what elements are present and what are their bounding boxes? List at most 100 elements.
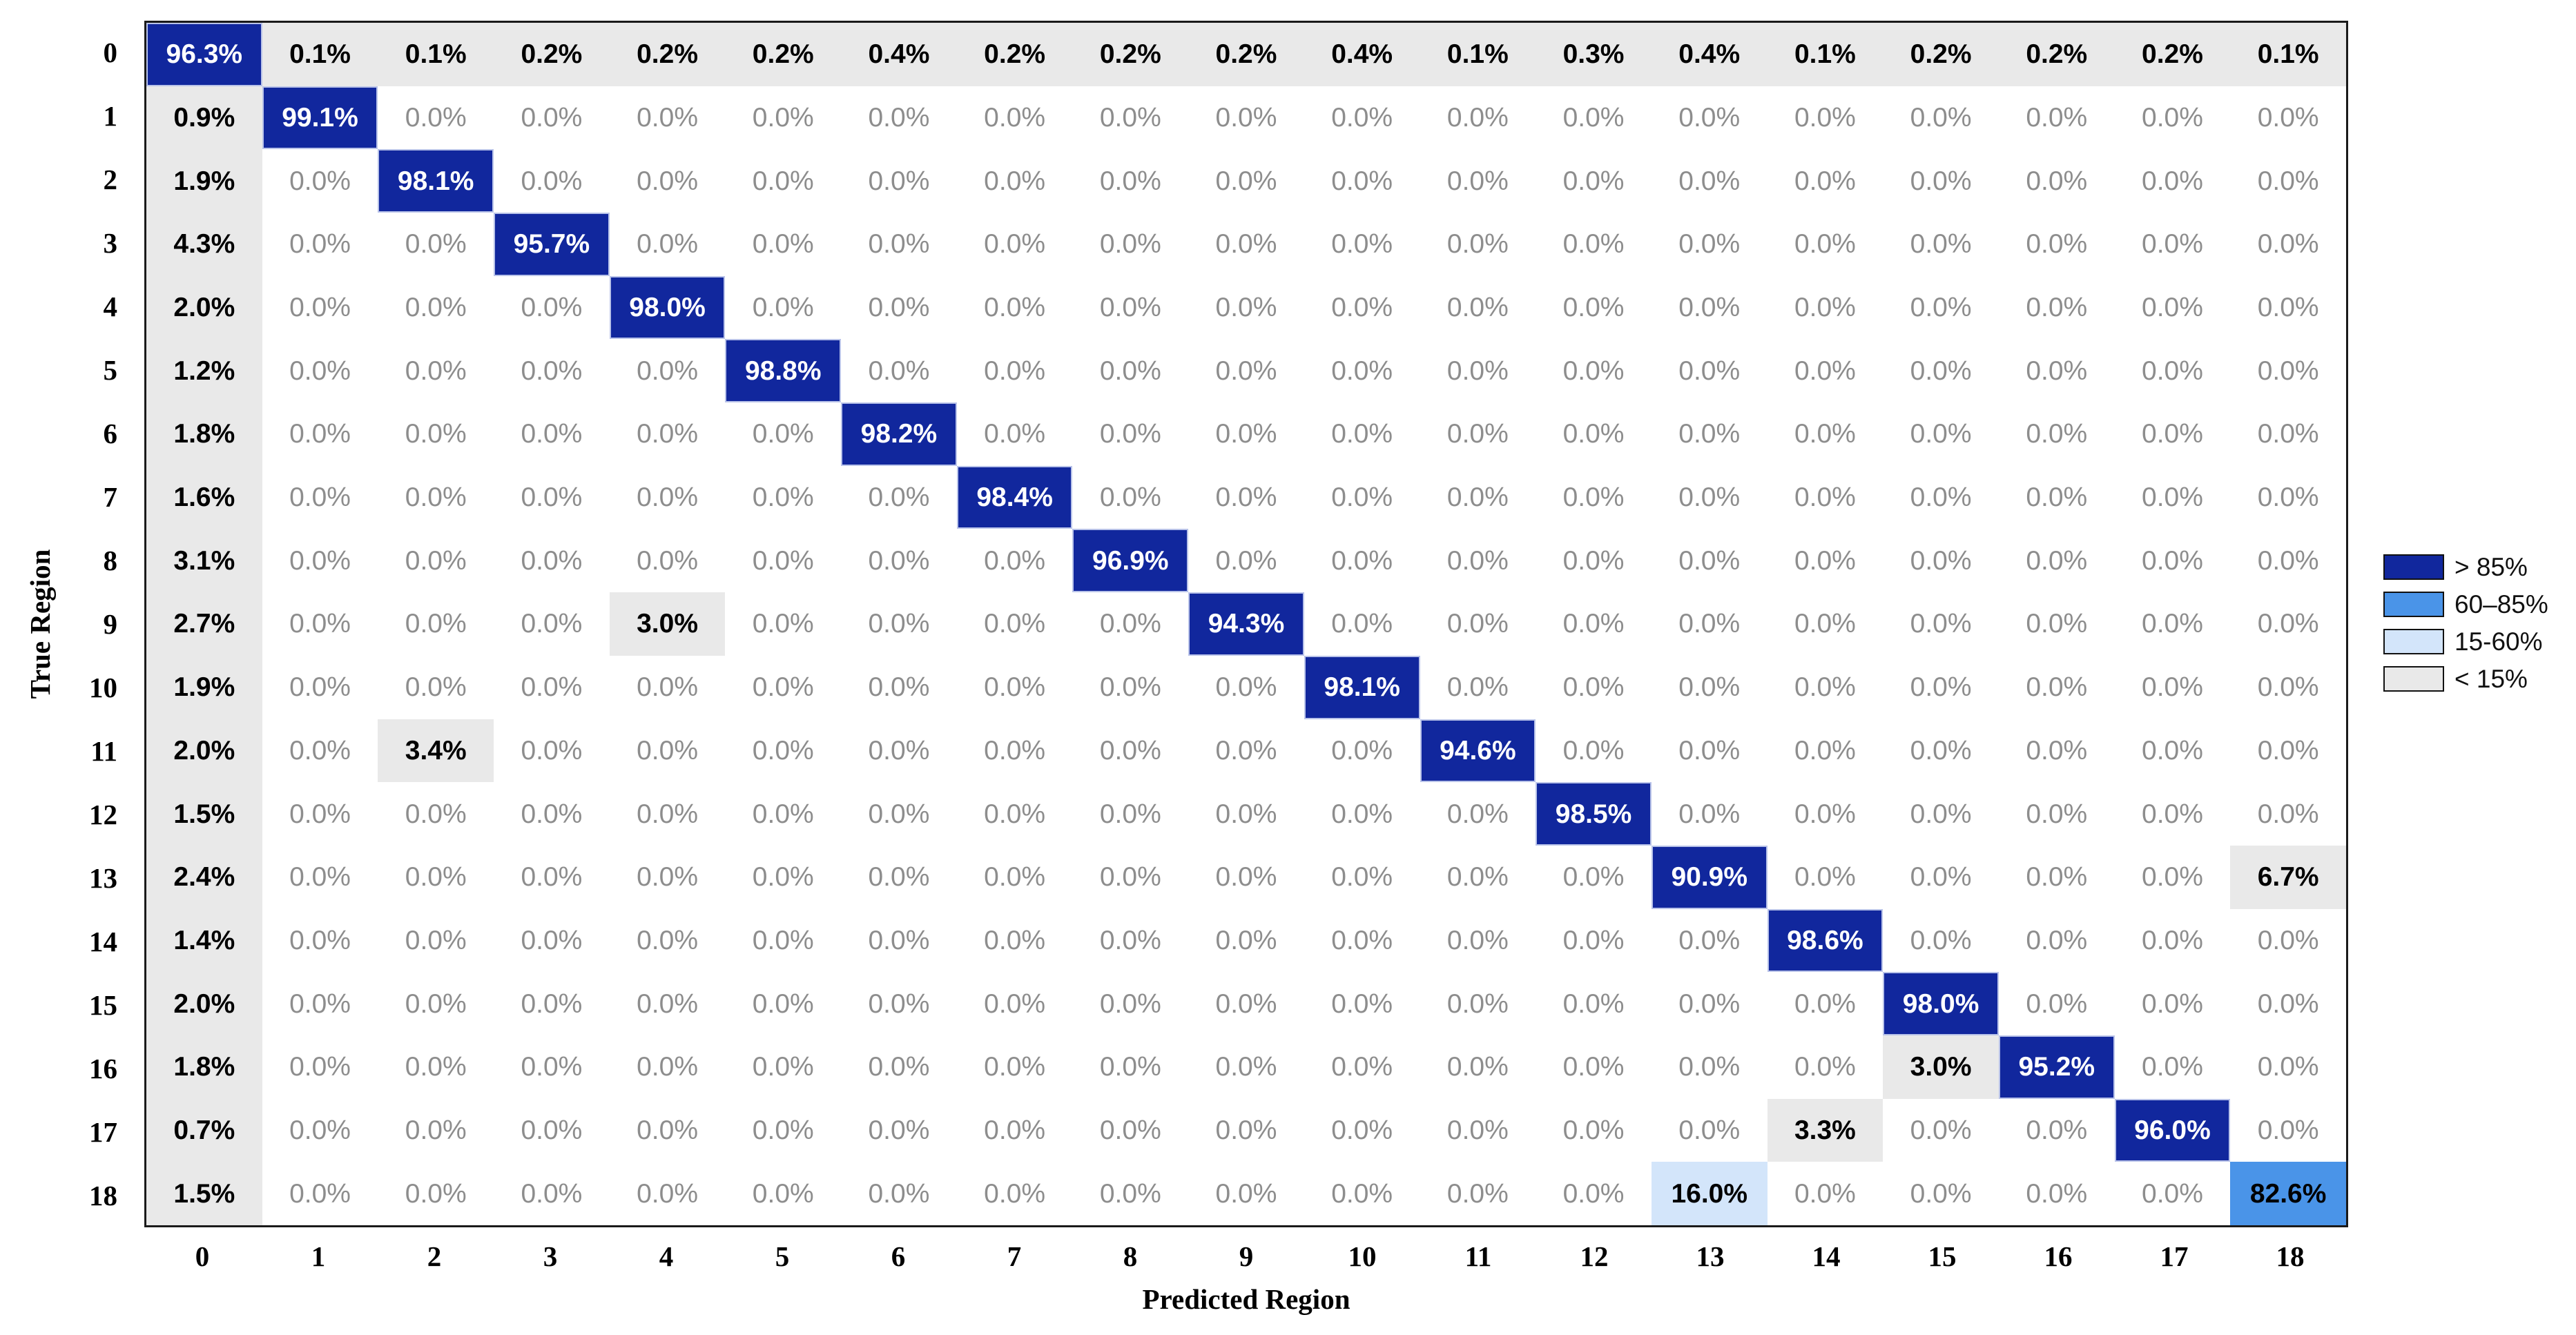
matrix-cell-r15-c16: 0.0% [2026, 988, 2088, 1019]
matrix-cell-r9-c4: 3.0% [609, 592, 726, 656]
matrix-cell-r3-c18: 0.0% [2257, 229, 2319, 260]
matrix-cell-r6-c0: 1.8% [146, 402, 262, 466]
matrix-cell-r7-c8: 0.0% [1099, 483, 1161, 513]
x-tick-label-4: 4 [659, 1240, 674, 1272]
matrix-cell-r10-c15: 0.0% [1910, 672, 1972, 703]
matrix-cell-r10-c2: 0.0% [405, 672, 467, 703]
matrix-cell-r6-c17: 0.0% [2142, 419, 2203, 449]
matrix-cell-r0-c10: 0.4% [1304, 23, 1420, 86]
matrix-cell-r4-c12: 0.0% [1562, 293, 1625, 323]
matrix-cell-r10-c5: 0.0% [752, 672, 814, 703]
matrix-cell-r0-c13: 0.4% [1651, 23, 1768, 86]
matrix-cell-r16-c17: 0.0% [2142, 1052, 2203, 1082]
matrix-cell-r8-c15: 0.0% [1910, 545, 1972, 576]
matrix-cell-r6-c16: 0.0% [2026, 419, 2088, 449]
matrix-cell-r17-c14: 3.3% [1767, 1098, 1883, 1162]
matrix-cell-r7-c18: 0.0% [2257, 483, 2319, 513]
matrix-cell-r18-c2: 0.0% [405, 1178, 467, 1209]
matrix-cell-r12-c9: 0.0% [1215, 799, 1277, 829]
matrix-cell-r15-c15: 98.0% [1883, 972, 1999, 1035]
matrix-cell-r8-c10: 0.0% [1331, 545, 1393, 576]
matrix-cell-r4-c6: 0.0% [868, 293, 930, 323]
matrix-cell-r11-c0: 2.0% [146, 719, 262, 783]
matrix-cell-r2-c1: 0.0% [289, 166, 351, 196]
matrix-cell-r11-c9: 0.0% [1215, 735, 1277, 766]
matrix-cell-r7-c15: 0.0% [1910, 483, 1972, 513]
matrix-cell-r16-c8: 0.0% [1099, 1052, 1161, 1082]
matrix-cell-r17-c4: 0.0% [637, 1115, 699, 1145]
matrix-cell-r15-c4: 0.0% [637, 988, 699, 1019]
matrix-cell-r11-c5: 0.0% [752, 735, 814, 766]
x-tick-label-1: 1 [311, 1240, 326, 1272]
matrix-cell-r11-c12: 0.0% [1562, 735, 1625, 766]
matrix-cell-r9-c7: 0.0% [984, 609, 1046, 639]
x-tick-label-11: 11 [1464, 1240, 1492, 1272]
matrix-cell-r13-c10: 0.0% [1331, 862, 1393, 893]
matrix-cell-r10-c6: 0.0% [868, 672, 930, 703]
matrix-cell-r9-c17: 0.0% [2142, 609, 2203, 639]
matrix-cell-r16-c1: 0.0% [289, 1052, 351, 1082]
matrix-cell-r16-c10: 0.0% [1331, 1052, 1393, 1082]
matrix-cell-r0-c15: 0.2% [1883, 23, 1999, 86]
matrix-cell-r18-c8: 0.0% [1099, 1178, 1161, 1209]
matrix-cell-r9-c12: 0.0% [1562, 609, 1625, 639]
matrix-cell-r11-c15: 0.0% [1910, 735, 1972, 766]
matrix-cell-r1-c4: 0.0% [637, 103, 699, 133]
matrix-cell-r18-c14: 0.0% [1794, 1178, 1856, 1209]
matrix-cell-r10-c18: 0.0% [2257, 672, 2319, 703]
matrix-cell-r13-c14: 0.0% [1794, 862, 1856, 893]
y-tick-label-7: 7 [103, 481, 118, 513]
matrix-cell-r14-c11: 0.0% [1446, 925, 1509, 955]
matrix-cell-r11-c11: 94.6% [1420, 719, 1536, 783]
matrix-cell-r4-c13: 0.0% [1678, 293, 1741, 323]
matrix-cell-r6-c12: 0.0% [1562, 419, 1625, 449]
matrix-cell-r11-c17: 0.0% [2142, 735, 2203, 766]
matrix-cell-r4-c15: 0.0% [1910, 293, 1972, 323]
matrix-cell-r15-c14: 0.0% [1794, 988, 1856, 1019]
x-axis-tick-labels: 0 1 2 3 4 5 6 7 8 9 10 11 12 13 14 15 16 17 18 [144, 1237, 2348, 1276]
matrix-cell-r7-c16: 0.0% [2026, 483, 2088, 513]
matrix-cell-r15-c12: 0.0% [1562, 988, 1625, 1019]
matrix-cell-r3-c17: 0.0% [2142, 229, 2203, 260]
matrix-cell-r13-c0: 2.4% [146, 845, 262, 909]
matrix-cell-r2-c12: 0.0% [1562, 166, 1625, 196]
matrix-cell-r14-c9: 0.0% [1215, 925, 1277, 955]
matrix-cell-r2-c10: 0.0% [1331, 166, 1393, 196]
matrix-cell-r4-c7: 0.0% [984, 293, 1046, 323]
matrix-cell-r7-c5: 0.0% [752, 483, 814, 513]
x-tick-label-17: 17 [2160, 1240, 2189, 1272]
matrix-cell-r5-c5: 98.8% [725, 339, 842, 403]
matrix-cell-r12-c4: 0.0% [637, 799, 699, 829]
matrix-cell-r13-c11: 0.0% [1446, 862, 1509, 893]
matrix-cell-r8-c0: 3.1% [146, 529, 262, 593]
matrix-cell-r6-c14: 0.0% [1794, 419, 1856, 449]
matrix-cell-r10-c8: 0.0% [1099, 672, 1161, 703]
matrix-cell-r15-c7: 0.0% [984, 988, 1046, 1019]
matrix-cell-r16-c12: 0.0% [1562, 1052, 1625, 1082]
matrix-cell-r7-c17: 0.0% [2142, 483, 2203, 513]
matrix-cell-r14-c2: 0.0% [405, 925, 467, 955]
matrix-cell-r16-c18: 0.0% [2257, 1052, 2319, 1082]
matrix-cell-r4-c14: 0.0% [1794, 293, 1856, 323]
matrix-cell-r11-c13: 0.0% [1678, 735, 1741, 766]
matrix-cell-r9-c15: 0.0% [1910, 609, 1972, 639]
matrix-cell-r11-c14: 0.0% [1794, 735, 1856, 766]
matrix-cell-r18-c11: 0.0% [1446, 1178, 1509, 1209]
matrix-cell-r12-c14: 0.0% [1794, 799, 1856, 829]
matrix-cell-r2-c17: 0.0% [2142, 166, 2203, 196]
matrix-cell-r16-c9: 0.0% [1215, 1052, 1277, 1082]
matrix-cell-r2-c5: 0.0% [752, 166, 814, 196]
matrix-cell-r2-c15: 0.0% [1910, 166, 1972, 196]
matrix-cell-r13-c13: 90.9% [1651, 845, 1768, 909]
matrix-cell-r1-c7: 0.0% [984, 103, 1046, 133]
matrix-cell-r1-c14: 0.0% [1794, 103, 1856, 133]
matrix-cell-r14-c4: 0.0% [637, 925, 699, 955]
matrix-cell-r18-c15: 0.0% [1910, 1178, 1972, 1209]
matrix-cell-r5-c10: 0.0% [1331, 355, 1393, 386]
y-tick-label-8: 8 [103, 545, 118, 576]
matrix-cell-r5-c13: 0.0% [1678, 355, 1741, 386]
matrix-cell-r17-c11: 0.0% [1446, 1115, 1509, 1145]
matrix-cell-r1-c5: 0.0% [752, 103, 814, 133]
y-tick-label-2: 2 [103, 164, 118, 195]
matrix-cell-r17-c12: 0.0% [1562, 1115, 1625, 1145]
